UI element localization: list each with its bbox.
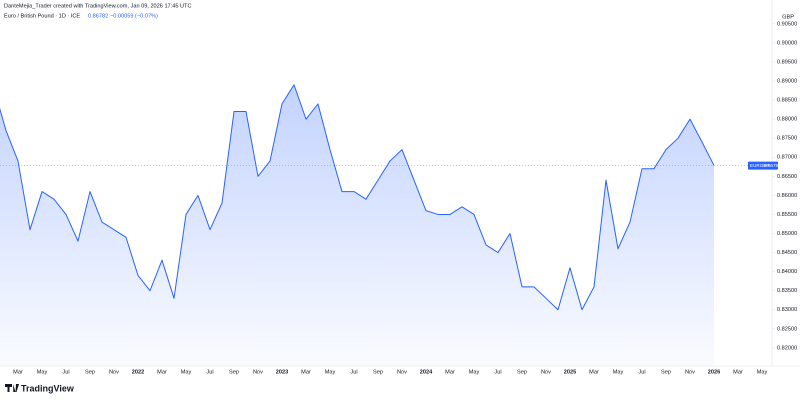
x-tick-label: 2023 bbox=[276, 369, 288, 375]
x-tick-label: Sep bbox=[661, 369, 671, 375]
x-tick-label: Jul bbox=[638, 369, 645, 375]
x-tick-label: Nov bbox=[109, 369, 119, 375]
x-tick-label: Mar bbox=[157, 369, 167, 375]
x-tick-label: 2022 bbox=[132, 369, 144, 375]
x-tick-label: May bbox=[757, 369, 768, 375]
x-tick-label: 2024 bbox=[420, 369, 433, 375]
x-tick-label: May bbox=[469, 369, 480, 375]
x-tick-label: Mar bbox=[589, 369, 599, 375]
y-tick-label: 0.90000 bbox=[777, 40, 797, 46]
x-tick-label: May bbox=[325, 369, 336, 375]
price-line bbox=[0, 84, 715, 311]
y-tick-label: 0.82500 bbox=[777, 326, 797, 332]
price-tag-symbol: EURGBP bbox=[750, 163, 769, 168]
x-tick-label: Jul bbox=[350, 369, 357, 375]
area-fill bbox=[0, 84, 714, 366]
y-tick-label: 0.85000 bbox=[777, 231, 797, 237]
x-tick-label: Mar bbox=[301, 369, 311, 375]
y-tick-label: 0.89500 bbox=[777, 59, 797, 65]
y-tick-label: 0.90500 bbox=[777, 21, 797, 27]
legend-name: Euro / British Pound · 1D · ICE bbox=[4, 13, 80, 19]
y-tick-label: 0.86000 bbox=[777, 193, 797, 199]
legend-price: 0.86782 bbox=[88, 13, 108, 19]
price-tag-value: 0.86782 bbox=[764, 163, 781, 168]
currency-label: GBP bbox=[782, 14, 794, 20]
x-tick-label: Nov bbox=[253, 369, 263, 375]
y-tick-label: 0.88500 bbox=[777, 98, 797, 104]
header: DanteMejia_Trader created with TradingVi… bbox=[4, 3, 192, 9]
x-tick-label: May bbox=[37, 369, 48, 375]
logo: TradingView bbox=[5, 383, 75, 393]
x-tick-label: 2025 bbox=[564, 369, 576, 375]
x-tick-label: Sep bbox=[229, 369, 239, 375]
y-tick-label: 0.83500 bbox=[777, 288, 797, 294]
x-tick-label: Nov bbox=[541, 369, 551, 375]
y-tick-label: 0.83000 bbox=[777, 307, 797, 313]
price-tag bbox=[748, 161, 778, 170]
plot-area bbox=[0, 84, 715, 366]
x-tick-label: Mar bbox=[445, 369, 455, 375]
legend-change: −0.00059 (−0.07%) bbox=[110, 13, 158, 19]
y-tick-label: 0.87500 bbox=[777, 136, 797, 142]
x-tick-label: Sep bbox=[373, 369, 383, 375]
x-tick-label: May bbox=[613, 369, 624, 375]
x-tick-label: Jul bbox=[206, 369, 213, 375]
x-tick-label: Sep bbox=[85, 369, 95, 375]
y-tick-label: 0.88000 bbox=[777, 117, 797, 123]
y-tick-label: 0.84500 bbox=[777, 250, 797, 256]
x-tick-label: Sep bbox=[517, 369, 527, 375]
y-tick-label: 0.84000 bbox=[777, 269, 797, 275]
x-tick-label: May bbox=[181, 369, 192, 375]
x-tick-label: Mar bbox=[733, 369, 743, 375]
x-tick-label: Nov bbox=[397, 369, 407, 375]
x-tick-label: Nov bbox=[685, 369, 695, 375]
y-tick-label: 0.82000 bbox=[777, 345, 797, 351]
x-tick-label: Jul bbox=[494, 369, 501, 375]
y-tick-label: 0.86500 bbox=[777, 174, 797, 180]
logo-icon bbox=[5, 384, 19, 392]
x-tick-label: 2026 bbox=[708, 369, 720, 375]
y-tick-label: 0.85500 bbox=[777, 212, 797, 218]
x-tick-label: Mar bbox=[13, 369, 23, 375]
x-tick-label: Jul bbox=[62, 369, 69, 375]
y-tick-label: 0.87000 bbox=[777, 155, 797, 161]
logo-text: TradingView bbox=[21, 383, 75, 393]
y-tick-label: 0.89000 bbox=[777, 78, 797, 84]
